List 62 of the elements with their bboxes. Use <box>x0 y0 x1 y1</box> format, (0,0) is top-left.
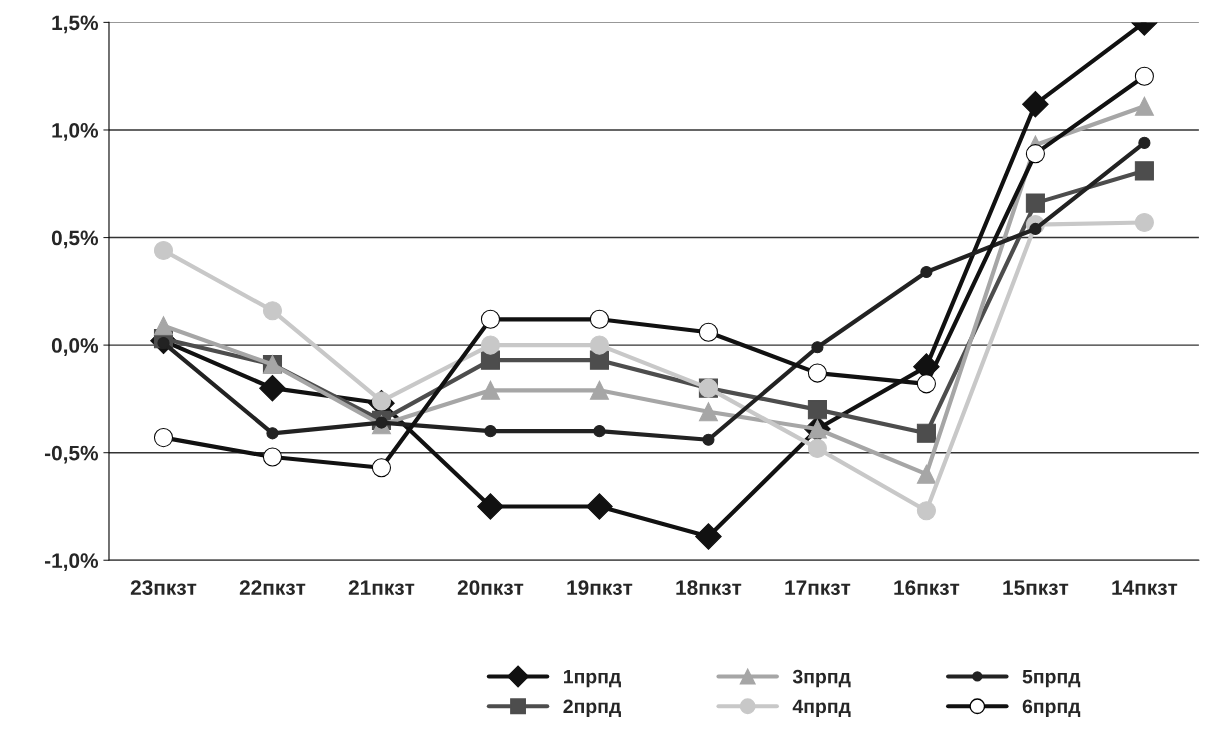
point <box>480 380 500 400</box>
point <box>695 523 722 550</box>
legend-label: 5прпд <box>1022 669 1081 688</box>
point <box>153 428 174 448</box>
x-tick-label: 17пкзт <box>785 580 851 595</box>
x-tick-label: 15пкзт <box>1003 580 1069 595</box>
point <box>586 493 613 520</box>
point <box>1134 212 1154 233</box>
x-tick-label: 14пкзт <box>1112 580 1178 595</box>
y-tick-label: 1,0% <box>52 122 99 141</box>
point <box>371 458 392 478</box>
point <box>698 322 718 342</box>
point <box>589 380 609 400</box>
point <box>153 316 174 336</box>
x-tick-label: 19пкзт <box>567 580 633 595</box>
point <box>702 433 715 446</box>
point <box>1134 96 1154 116</box>
point <box>920 265 933 279</box>
point <box>593 425 606 438</box>
x-tick-label: 21пкзт <box>348 580 415 595</box>
point <box>811 341 824 354</box>
y-tick-label: 0,0% <box>51 338 99 356</box>
x-tick-label: 23пкзт <box>130 580 197 596</box>
point <box>916 464 936 484</box>
point <box>589 309 609 329</box>
y-tick-label: 0,5% <box>51 230 99 249</box>
x-tick-label: 22пкзт <box>239 580 306 595</box>
point <box>1022 90 1049 118</box>
x-tick-label: 16пкзт <box>894 580 960 595</box>
point <box>1025 193 1045 213</box>
point <box>484 425 497 438</box>
point <box>1134 161 1154 181</box>
point <box>916 374 936 394</box>
y-tick-label: -1,0% <box>44 553 99 572</box>
legend-label: 2прпд <box>563 699 621 718</box>
point <box>480 309 500 329</box>
point <box>916 423 936 443</box>
y-tick-label: 1,5% <box>52 15 99 34</box>
point <box>262 301 283 321</box>
legend-label: 6прпд <box>1022 699 1081 718</box>
point <box>1138 136 1151 149</box>
point <box>807 438 827 458</box>
point <box>807 400 827 420</box>
legend-label: 4прпд <box>792 699 851 718</box>
y-tick-label: -0,5% <box>44 445 99 464</box>
point <box>477 493 504 520</box>
point <box>589 350 609 370</box>
point <box>259 374 286 402</box>
point <box>262 447 283 467</box>
x-tick-label: 18пкзт <box>676 580 742 595</box>
point <box>480 335 500 355</box>
legend-label: 3прпд <box>792 669 851 688</box>
point <box>1134 66 1154 86</box>
point <box>698 402 718 422</box>
point <box>1025 144 1045 164</box>
point <box>266 427 279 440</box>
point <box>807 363 827 383</box>
point <box>153 240 174 260</box>
point <box>916 501 936 521</box>
x-tick-label: 20пкзт <box>457 580 524 595</box>
legend-label: 1прпд <box>564 669 621 688</box>
point <box>589 335 609 355</box>
